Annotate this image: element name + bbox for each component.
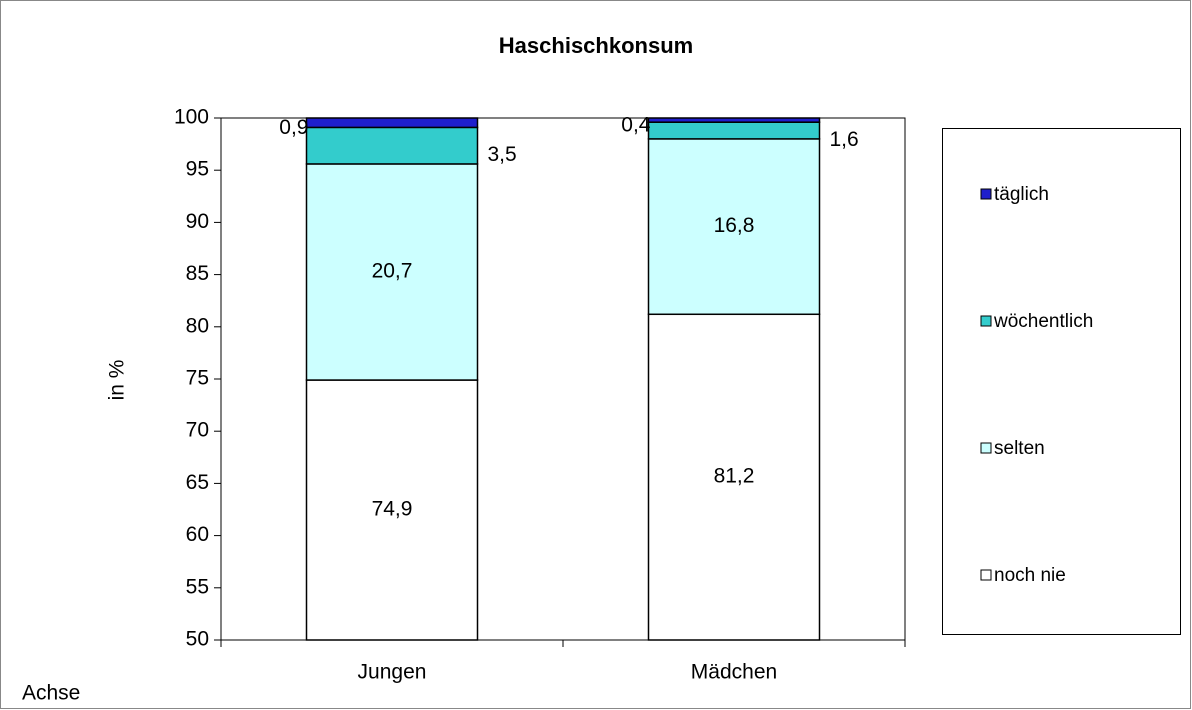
value-label: 3,5 <box>488 143 517 166</box>
legend-label: selten <box>994 438 1045 459</box>
y-tick-label: 55 <box>186 575 209 598</box>
value-label: 16,8 <box>714 214 755 237</box>
bar-segment <box>305 126 479 165</box>
y-tick-label: 100 <box>174 106 209 129</box>
legend-label: wöchentlich <box>993 311 1093 332</box>
legend-label: noch nie <box>994 565 1066 586</box>
legend-swatch <box>980 315 992 327</box>
legend-label: täglich <box>994 184 1049 205</box>
bar-segment <box>647 117 821 123</box>
value-label: 81,2 <box>714 465 755 488</box>
legend-swatch <box>980 442 992 454</box>
x-tick-label: Mädchen <box>691 661 777 684</box>
y-tick-label: 75 <box>186 367 209 390</box>
y-tick-label: 85 <box>186 262 209 285</box>
legend-swatch <box>980 569 992 581</box>
bar-segment <box>647 121 821 140</box>
legend-box <box>942 128 1181 635</box>
y-tick-label: 80 <box>186 314 209 337</box>
x-tick-label: Jungen <box>358 661 427 684</box>
chart-title: Haschischkonsum <box>499 33 693 58</box>
value-label: 20,7 <box>372 260 413 283</box>
y-tick-label: 70 <box>186 419 209 442</box>
y-tick-label: 90 <box>186 210 209 233</box>
bar-segment <box>647 138 821 316</box>
y-axis-label: in % <box>106 360 129 401</box>
value-label: 74,9 <box>372 498 413 521</box>
y-tick-label: 65 <box>186 471 209 494</box>
bar-segment <box>305 117 479 129</box>
annotation: Achse <box>22 682 80 705</box>
value-label: 0,9 <box>279 116 308 139</box>
y-tick-label: 60 <box>186 523 209 546</box>
value-label: 0,4 <box>621 114 651 137</box>
legend-swatch <box>980 188 992 200</box>
y-tick-label: 50 <box>186 628 209 651</box>
y-tick-label: 95 <box>186 158 209 181</box>
bar-segment <box>305 163 479 381</box>
bar-segment <box>647 313 821 641</box>
bar-segment <box>305 379 479 641</box>
value-label: 1,6 <box>830 128 859 151</box>
